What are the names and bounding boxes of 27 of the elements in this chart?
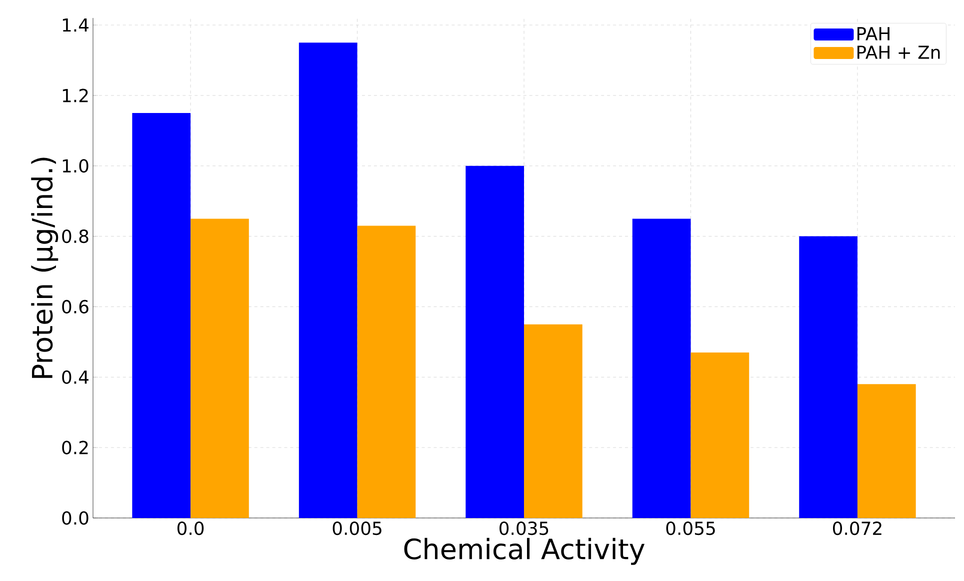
y-tick-label: 0.2	[62, 440, 88, 454]
bar	[632, 218, 691, 518]
bar	[357, 226, 416, 518]
x-axis-title: Chemical Activity	[404, 538, 645, 565]
bar	[799, 236, 858, 518]
legend-label: PAH	[857, 27, 890, 40]
x-tick-label: 0.005	[332, 522, 382, 536]
legend-label: PAH + Zn	[857, 46, 940, 59]
y-axis-title: Protein (µg/ind.)	[31, 158, 58, 378]
bar	[690, 352, 750, 518]
x-tick-label: 0.035	[500, 522, 548, 536]
y-tick-label: 1.4	[62, 18, 88, 32]
y-tick-label: 0.6	[62, 300, 88, 314]
bar	[857, 384, 916, 518]
bar	[524, 324, 582, 518]
x-tick-label: 0.072	[832, 522, 882, 536]
y-tick-label: 1.0	[62, 159, 88, 173]
bar	[132, 113, 191, 518]
x-tick-label: 0.0	[177, 522, 204, 536]
bar	[190, 218, 249, 518]
bar	[466, 166, 524, 518]
y-tick-label: 0.0	[62, 511, 88, 525]
x-tick-label: 0.055	[666, 522, 715, 536]
y-tick-label: 1.2	[62, 88, 88, 102]
y-tick-label: 0.4	[62, 370, 88, 384]
bar	[298, 42, 358, 518]
y-tick-label: 0.8	[62, 230, 88, 244]
